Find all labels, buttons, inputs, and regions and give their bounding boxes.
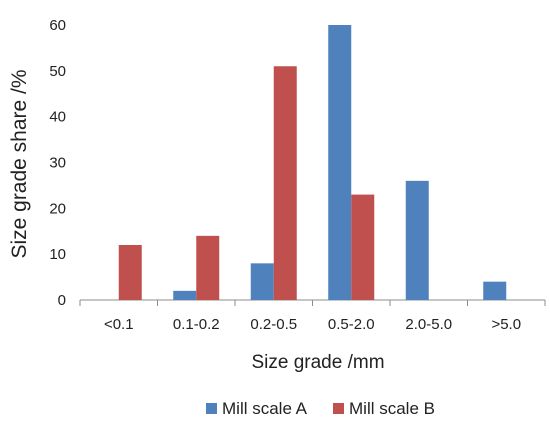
x-tick-label: 2.0-5.0	[405, 316, 452, 333]
y-tick-label: 20	[49, 200, 66, 217]
x-tick-label: <0.1	[104, 316, 134, 333]
x-tick-label: 0.5-2.0	[328, 316, 375, 333]
legend-label-mill-scale-b: Mill scale B	[349, 399, 435, 418]
y-tick-label: 40	[49, 109, 66, 126]
y-tick-label: 50	[49, 63, 66, 80]
bar-mill-scale-a-2-0-5-0	[405, 180, 429, 300]
x-tick-label: 0.2-0.5	[250, 316, 297, 333]
bar-mill-scale-b-0-1-0-2	[196, 235, 220, 300]
y-tick-label: 0	[58, 292, 66, 309]
y-axis-title: Size grade share /%	[8, 69, 31, 258]
bar-mill-scale-b-0-5-2-0	[351, 194, 375, 300]
x-tick-label: >5.0	[491, 316, 521, 333]
y-tick-label: 10	[49, 246, 66, 263]
labels-layer: 0 10 20 30 40 50 60 <0.1 0.1-0.2 0.2-0.5 0.5-2.0 2.…	[49, 17, 521, 333]
bar-mill-scale-a-0-2-0-5	[250, 263, 274, 300]
legend-label-mill-scale-a: Mill scale A	[222, 399, 308, 418]
x-axis-title: Size grade /mm	[251, 352, 384, 373]
y-tick-label: 60	[49, 17, 66, 34]
legend-swatch-mill-scale-b	[333, 403, 344, 414]
bar-mill-scale-b-0-2-0-5	[273, 66, 297, 300]
bar-mill-scale-b-0-1	[118, 245, 142, 300]
bar-mill-scale-a-5-0	[483, 281, 507, 300]
legend-swatch-mill-scale-a	[206, 403, 217, 414]
bar-mill-scale-a-0-1-0-2	[173, 290, 197, 300]
legend: Mill scale A Mill scale B	[206, 399, 435, 418]
bar-mill-scale-a-0-5-2-0	[328, 25, 352, 300]
axes-layer	[79, 299, 546, 306]
x-tick-label: 0.1-0.2	[173, 316, 220, 333]
bars-layer	[118, 25, 507, 300]
y-tick-label: 30	[49, 155, 66, 172]
